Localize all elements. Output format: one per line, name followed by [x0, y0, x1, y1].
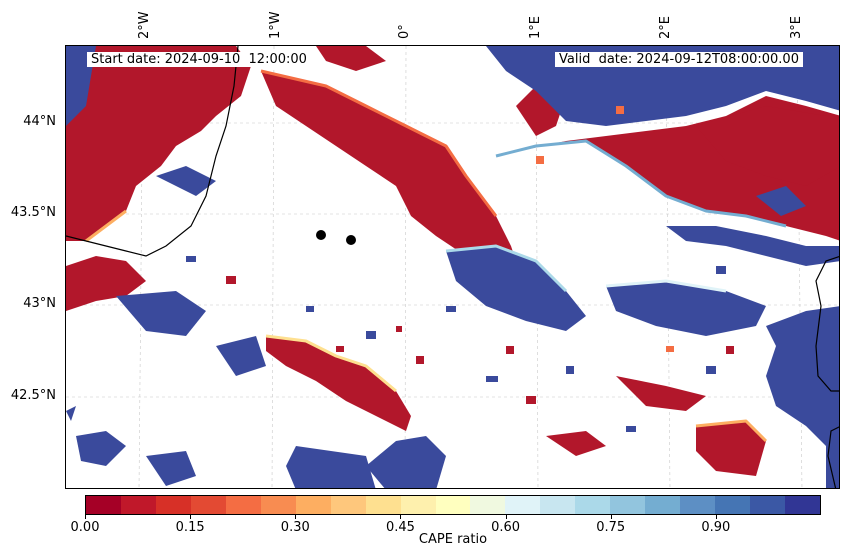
colorbar-segment [610, 496, 646, 514]
lon-tick-label: 1°E [528, 16, 543, 39]
colorbar-tick-label: 0.60 [491, 520, 521, 535]
lat-tick-label: 43°N [23, 296, 56, 311]
valid-date-label: Valid date: 2024-09-12T08:00:00.00 [555, 52, 803, 67]
cape-ratio-map [66, 46, 839, 488]
colorbar-segment [155, 496, 191, 514]
lon-tick-label: 2°W [137, 11, 152, 39]
colorbar-segment [365, 496, 401, 514]
colorbar-segment [575, 496, 611, 514]
colorbar-segment [680, 496, 716, 514]
colorbar-segment [505, 496, 541, 514]
colorbar-segment [295, 496, 331, 514]
colorbar-tick [715, 515, 717, 519]
colorbar-tick [505, 515, 507, 519]
colorbar-segment [86, 496, 121, 514]
colorbar-segment [645, 496, 681, 514]
coastlines [66, 46, 839, 488]
colorbar-segment [715, 496, 751, 514]
colorbar-segment [750, 496, 786, 514]
colorbar-segment [785, 496, 821, 514]
colorbar-tick-label: 0.45 [385, 520, 415, 535]
low-ratio-regions [66, 46, 839, 476]
colorbar-segment [190, 496, 226, 514]
lat-tick-label: 43.5°N [10, 205, 56, 220]
speckle-cells [186, 106, 734, 432]
colorbar-segment [435, 496, 471, 514]
colorbar-tick-label: 0.90 [701, 520, 731, 535]
lat-tick-label: 42.5°N [10, 388, 56, 403]
station-marker [316, 230, 326, 240]
colorbar-tick [85, 515, 86, 519]
colorbar-tick-label: 0.30 [280, 520, 310, 535]
colorbar-tick-label: 0.15 [175, 520, 205, 535]
colorbar-tick [400, 515, 402, 519]
colorbar-segment [470, 496, 506, 514]
colorbar [85, 495, 821, 515]
colorbar-segment [260, 496, 296, 514]
colorbar-segment [400, 496, 436, 514]
colorbar-tick [295, 515, 297, 519]
lon-tick-label: 1°W [268, 11, 283, 39]
station-markers [316, 230, 356, 245]
station-marker [346, 235, 356, 245]
colorbar-tick-label: 0.75 [596, 520, 626, 535]
transition-fringes [85, 69, 787, 443]
lat-tick-label: 44°N [23, 114, 56, 129]
colorbar-title: CAPE ratio [418, 532, 488, 547]
colorbar-segment [540, 496, 576, 514]
colorbar-tick [610, 515, 612, 519]
colorbar-tick-label: 0.00 [70, 520, 100, 535]
start-date-label: Start date: 2024-09-10 12:00:00 [87, 52, 311, 67]
map-panel [65, 45, 840, 489]
colorbar-segment [225, 496, 261, 514]
colorbar-segment [330, 496, 366, 514]
colorbar-tick [190, 515, 192, 519]
lon-tick-label: 3°E [789, 16, 804, 39]
lon-tick-label: 0° [397, 24, 412, 39]
colorbar-segment [120, 496, 156, 514]
lon-tick-label: 2°E [658, 16, 673, 39]
